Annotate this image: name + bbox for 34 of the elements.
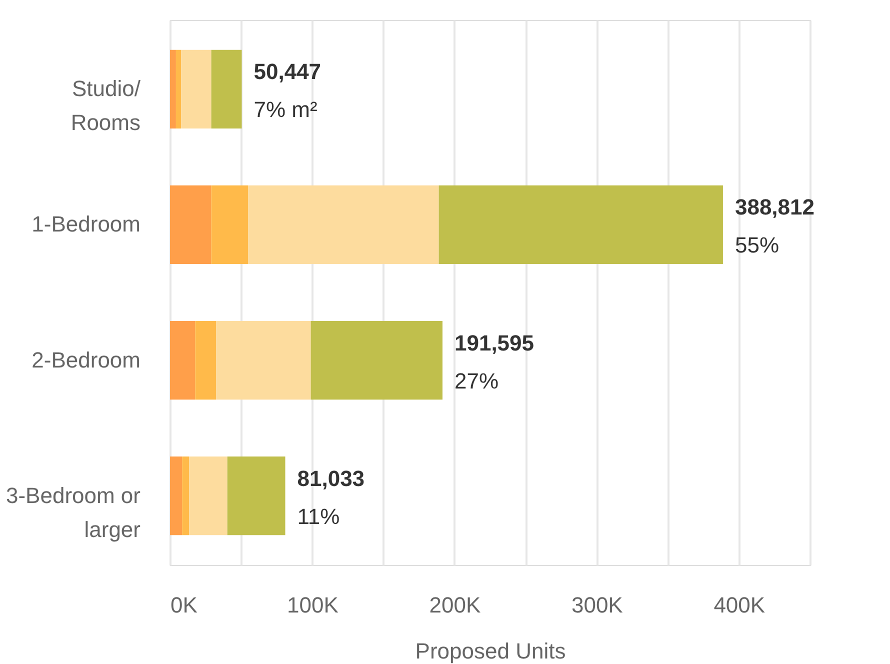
y-tick-label: Studio/ Rooms xyxy=(70,76,142,136)
x-tick-label: 0K xyxy=(170,592,198,618)
annotation: 11% xyxy=(297,504,340,529)
bar xyxy=(216,320,311,400)
bar xyxy=(170,50,176,128)
bar xyxy=(182,456,190,536)
annotation: 7% m² xyxy=(254,97,318,122)
total-label: 50,447 xyxy=(254,59,322,84)
x-axis-title: Proposed Units xyxy=(415,638,566,664)
annotation: 27% xyxy=(454,368,499,394)
bar xyxy=(176,50,182,128)
bar xyxy=(248,185,439,264)
x-tick-label: 200K xyxy=(429,592,481,618)
x-tick-label: 400K xyxy=(714,592,766,618)
total-label: 191,595 xyxy=(454,330,534,356)
bar xyxy=(211,50,242,128)
bar xyxy=(438,185,723,264)
bar xyxy=(170,456,182,536)
bar xyxy=(181,50,212,128)
y-tick-label: 3-Bedroom or larger xyxy=(6,482,140,542)
bar xyxy=(211,185,248,264)
bar xyxy=(170,320,196,400)
bar xyxy=(195,320,216,400)
total-label: 388,812 xyxy=(734,194,815,220)
bar xyxy=(310,320,442,400)
x-tick-label: 300K xyxy=(571,592,624,618)
bar xyxy=(170,185,212,264)
y-tick-label: 1-Bedroom xyxy=(32,212,140,237)
y-tick-label: 2-Bedroom xyxy=(32,347,140,372)
bar xyxy=(227,456,286,536)
annotation: 55% xyxy=(734,232,780,258)
total-label: 81,033 xyxy=(297,466,365,491)
bar xyxy=(189,456,228,536)
x-tick-label: 100K xyxy=(287,592,339,618)
